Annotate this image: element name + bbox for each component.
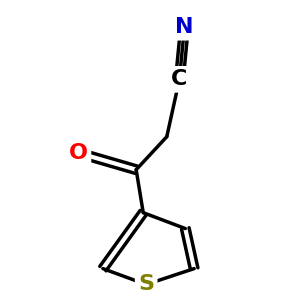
Text: C: C	[171, 69, 188, 89]
Text: N: N	[175, 17, 194, 37]
Text: S: S	[138, 274, 154, 295]
Text: O: O	[69, 143, 88, 163]
